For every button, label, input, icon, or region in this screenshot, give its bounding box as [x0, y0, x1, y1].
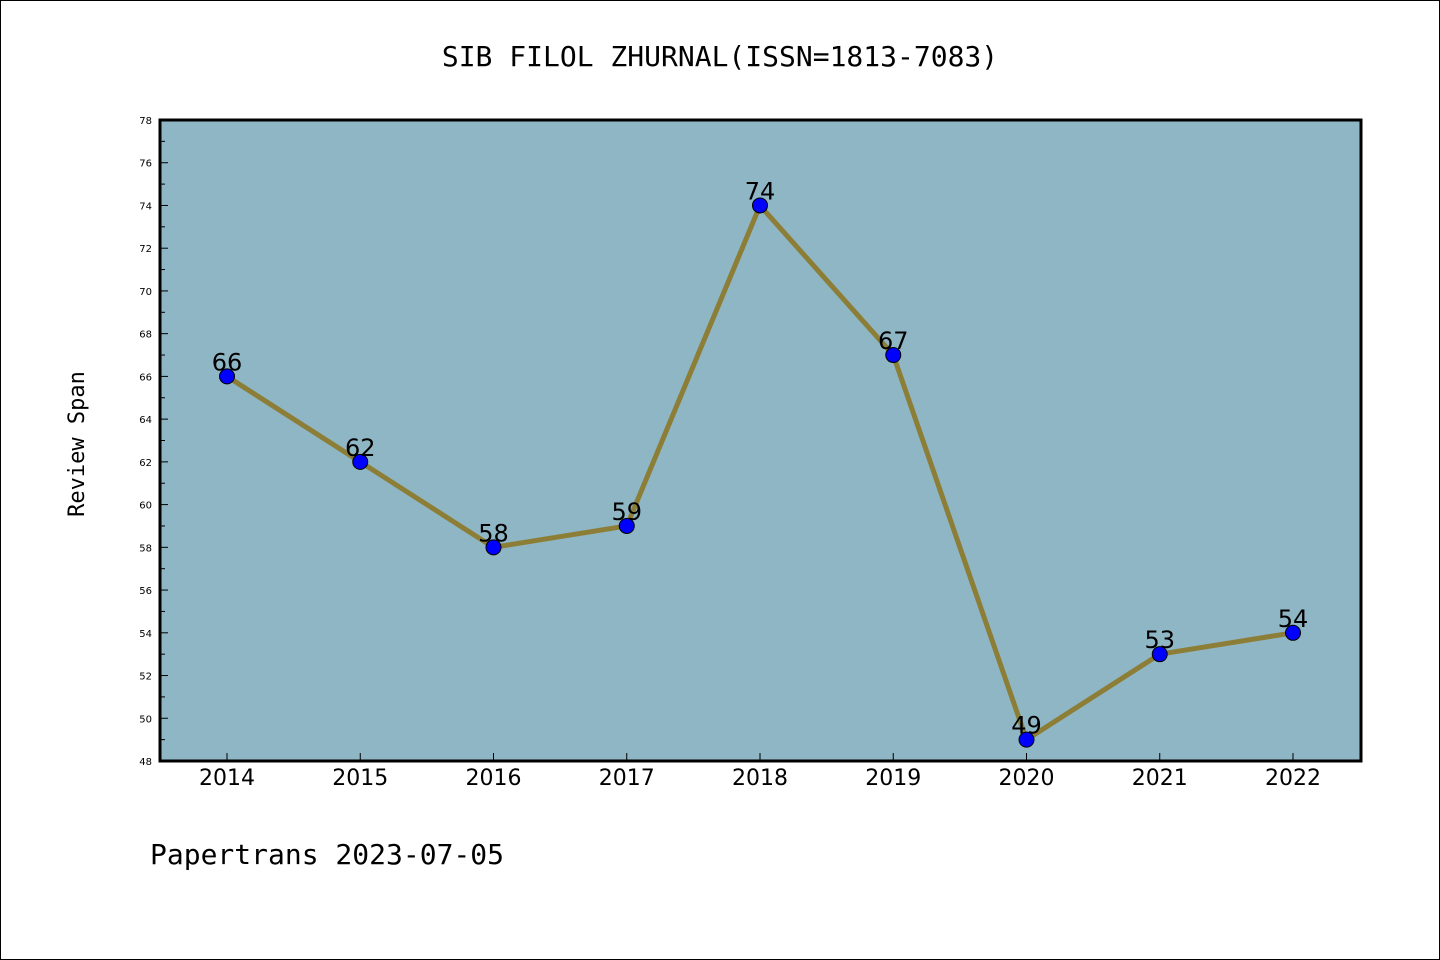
y-tick-label: 78 — [139, 116, 152, 127]
x-tick-label: 2021 — [1132, 766, 1188, 791]
data-label: 49 — [1011, 712, 1042, 740]
x-tick-label: 2014 — [199, 766, 255, 791]
y-tick-label: 76 — [139, 159, 152, 170]
data-point — [618, 517, 635, 534]
y-tick-label: 72 — [139, 244, 152, 255]
y-tick-label: 54 — [139, 629, 152, 640]
plot-area — [158, 118, 1363, 763]
y-tick-label: 62 — [139, 458, 152, 469]
chart-title: SIB FILOL ZHURNAL(ISSN=1813-7083) — [442, 40, 998, 73]
y-tick-label: 70 — [139, 287, 152, 298]
y-axis-ticks: 48 50 52 54 56 58 60 62 64 66 68 70 72 74 76 78 — [139, 116, 168, 768]
y-axis-label: Review Span — [65, 371, 90, 517]
x-tick-label: 2015 — [332, 766, 388, 791]
data-point — [885, 347, 902, 364]
data-labels: 66 62 58 59 74 67 49 53 54 — [212, 177, 1309, 739]
x-tick-label: 2019 — [865, 766, 921, 791]
y-tick-label: 66 — [139, 372, 152, 383]
x-tick-label: 2016 — [466, 766, 522, 791]
data-label: 59 — [611, 498, 642, 526]
x-tick-label: 2017 — [599, 766, 655, 791]
series-group — [219, 197, 1301, 748]
footer-text: Papertrans 2023-07-05 — [150, 838, 504, 871]
data-point — [752, 197, 768, 214]
y-tick-label: 64 — [139, 415, 152, 426]
data-label: 74 — [745, 177, 776, 205]
y-tick-label: 48 — [139, 757, 152, 768]
data-label: 62 — [345, 434, 376, 462]
x-tick-label: 2020 — [999, 766, 1055, 791]
y-tick-label: 60 — [139, 501, 152, 512]
data-point — [1151, 646, 1168, 663]
data-label: 67 — [878, 327, 909, 355]
data-point — [352, 453, 369, 470]
y-tick-label: 74 — [139, 201, 152, 212]
data-label: 66 — [212, 348, 243, 376]
y-tick-label: 56 — [139, 586, 152, 597]
x-tick-label: 2018 — [732, 766, 788, 791]
data-label: 58 — [478, 519, 509, 547]
data-label: 54 — [1278, 605, 1309, 633]
data-point — [219, 368, 235, 385]
data-label: 53 — [1144, 626, 1175, 654]
y-tick-label: 58 — [139, 543, 152, 554]
y-tick-label: 50 — [139, 714, 152, 725]
y-tick-label: 52 — [139, 672, 152, 683]
data-point — [1285, 624, 1301, 641]
data-point — [485, 539, 502, 556]
data-point — [1018, 731, 1035, 748]
x-axis-ticks: 2014 2015 2016 2017 2018 2019 2020 2021 2022 — [199, 753, 1321, 791]
x-tick-label: 2022 — [1265, 766, 1321, 791]
y-tick-label: 68 — [139, 330, 152, 341]
